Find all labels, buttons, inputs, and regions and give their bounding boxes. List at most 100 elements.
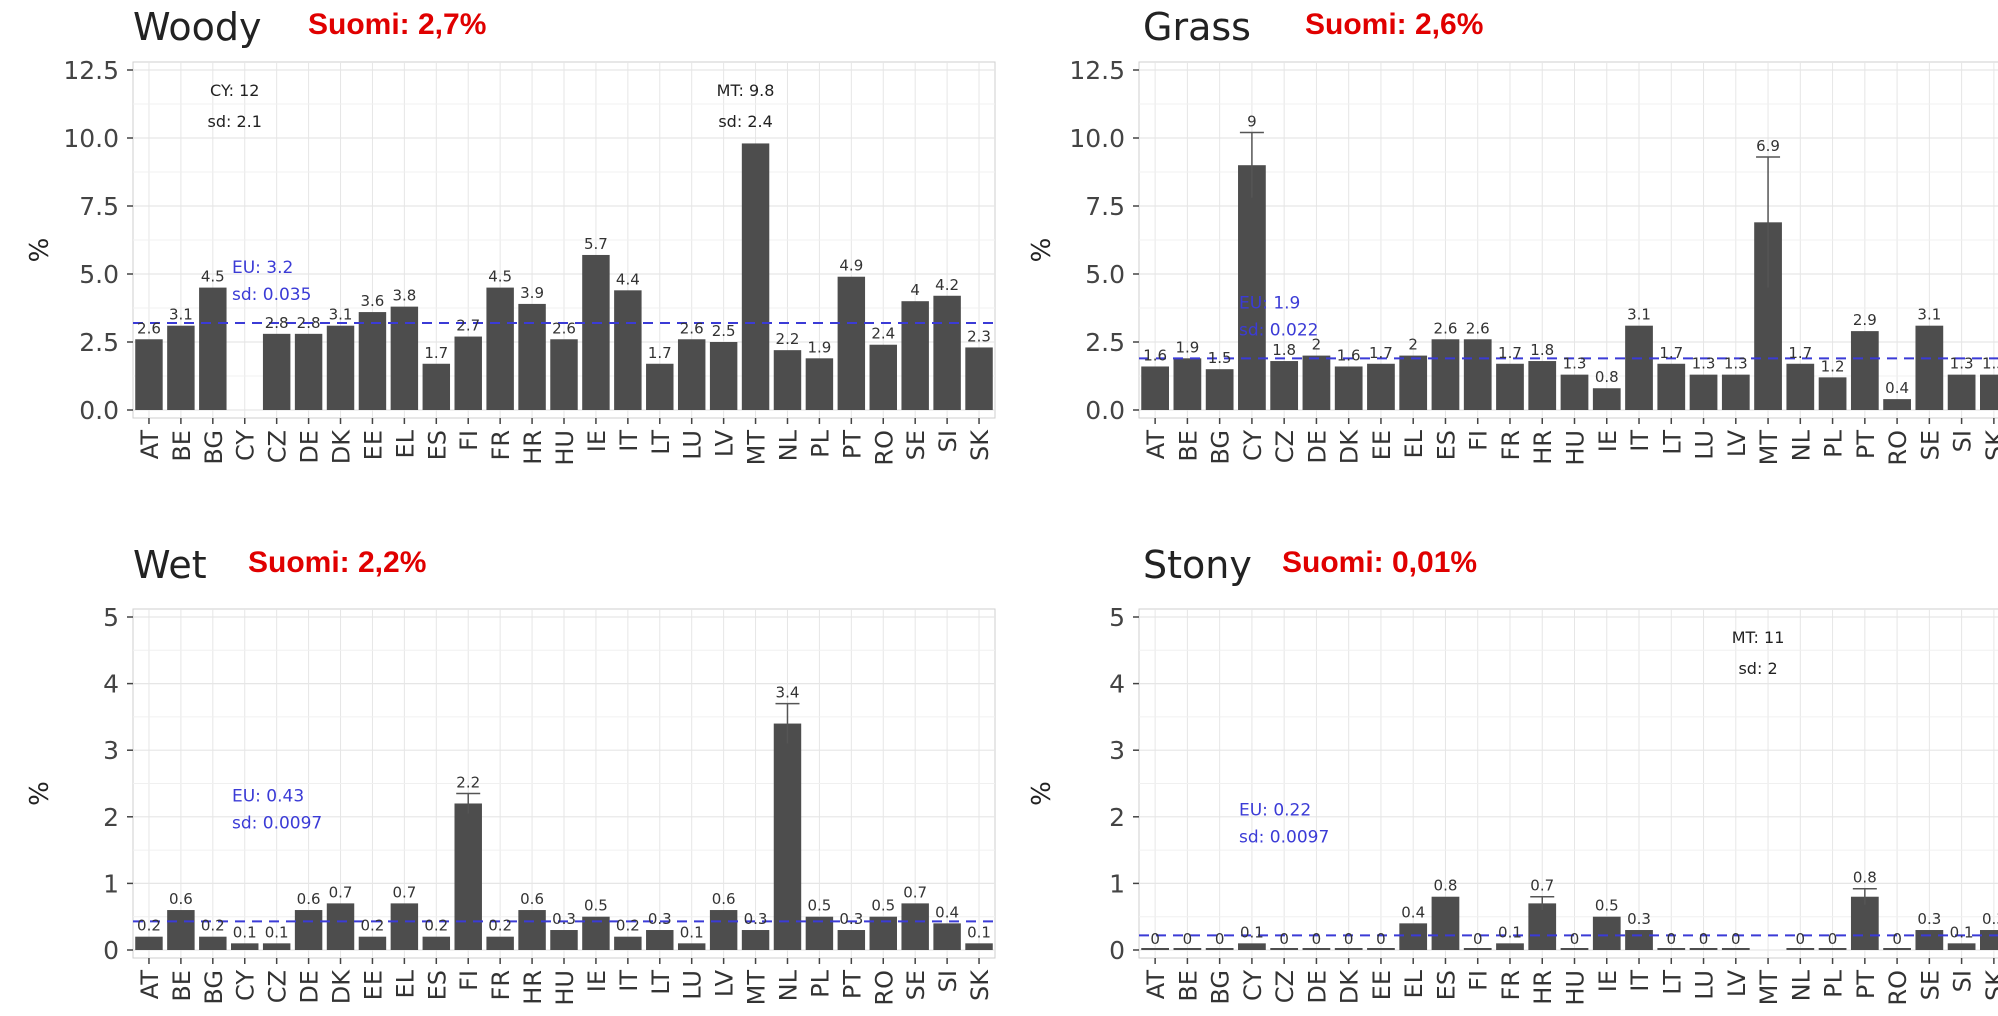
- chart-panel-stony: Stony Suomi: 0,01%% 0 1 2 3 4 5 EU: 0.22 sd: 0.00…: [1027, 543, 1998, 1006]
- data-label: 0: [1183, 930, 1193, 948]
- chart-title: Wet: [133, 543, 207, 587]
- chart-panel-wet: Wet Suomi: 2,2%% 0 1 2 3 4 5 EU: 0.43 sd: 0.0097 0…: [25, 543, 996, 1006]
- x-tick-label: DE: [296, 970, 324, 1004]
- x-tick-label: NL: [1787, 969, 1815, 1001]
- data-label: 0: [1667, 930, 1677, 948]
- bar-ro: [869, 344, 897, 410]
- x-tick-label: MT: [743, 430, 771, 466]
- data-label: 0.1: [1950, 923, 1974, 941]
- data-label: 1.2: [1821, 357, 1845, 375]
- data-label: 1.3: [1982, 355, 1998, 373]
- bar-pl: [1818, 377, 1847, 410]
- bar-lv: [1721, 374, 1750, 410]
- y-tick-label: 12.5: [63, 56, 119, 85]
- bar-el: [1399, 923, 1428, 950]
- x-tick-label: ES: [423, 430, 451, 460]
- chart-panel-grass: Grass Suomi: 2,6%% 0.0 2.5 5.0 7.5 10.0 12.5 EU:…: [1027, 5, 1998, 466]
- bar-hu: [550, 339, 578, 410]
- bar-mt: [741, 930, 770, 950]
- x-tick-label: SI: [1949, 430, 1977, 452]
- data-label: 1.3: [1563, 355, 1587, 373]
- x-tick-label: BE: [168, 970, 196, 1002]
- bar-ee: [1367, 363, 1395, 410]
- data-label: 0.3: [744, 910, 768, 928]
- x-tick-label: LV: [1723, 429, 1751, 457]
- outlier-note-sd: sd: 2: [1738, 659, 1777, 678]
- data-label: 0: [1279, 930, 1289, 948]
- bar-nl: [773, 350, 802, 410]
- y-axis-label: %: [25, 781, 55, 806]
- data-label: 0.5: [584, 897, 608, 915]
- x-tick-label: BG: [200, 430, 228, 465]
- bar-fi: [454, 803, 482, 950]
- bar-sk: [1979, 930, 1998, 950]
- y-axis-label: %: [1027, 781, 1057, 806]
- x-tick-label: CZ: [1271, 430, 1299, 463]
- data-label: 0.4: [1885, 379, 1909, 397]
- bar-de: [294, 333, 323, 410]
- data-label: 0.7: [329, 883, 353, 901]
- x-tick-label: CY: [1239, 970, 1267, 1001]
- bar-fr: [486, 936, 514, 950]
- x-tick-label: SK: [1981, 969, 1998, 1001]
- data-label: 1.3: [1692, 355, 1716, 373]
- data-label: 1.7: [1788, 344, 1812, 362]
- bar-lv: [1721, 948, 1750, 950]
- bar-fi: [1463, 948, 1492, 950]
- data-label: 0.3: [1917, 910, 1941, 928]
- x-tick-label: AT: [1142, 970, 1170, 1000]
- bar-hr: [518, 303, 546, 410]
- data-label: 1.3: [1724, 355, 1748, 373]
- data-label: 0: [1215, 930, 1225, 948]
- data-label: 0.6: [520, 890, 544, 908]
- x-tick-label: EL: [391, 969, 419, 998]
- x-tick-label: LT: [1658, 970, 1686, 995]
- bar-ie: [1592, 916, 1621, 950]
- data-label: 1.7: [1498, 344, 1522, 362]
- x-tick-label: FR: [1497, 430, 1525, 460]
- chart-title: Grass: [1143, 5, 1251, 49]
- bar-pl: [805, 358, 834, 410]
- x-tick-label: MT: [1755, 430, 1783, 466]
- x-tick-label: FI: [1465, 970, 1493, 991]
- data-label: 0: [1828, 930, 1838, 948]
- chart-title: Stony: [1143, 543, 1252, 587]
- x-tick-label: SK: [1981, 429, 1998, 461]
- x-tick-label: IT: [615, 430, 643, 452]
- x-tick-label: AT: [136, 430, 164, 460]
- chart-title: Woody: [133, 5, 261, 49]
- x-tick-label: PL: [806, 429, 834, 457]
- data-label: 0.3: [839, 910, 863, 928]
- y-tick-label: 2.5: [79, 328, 119, 357]
- eu-sd-label: sd: 0.022: [1239, 320, 1318, 340]
- bar-ee: [358, 312, 387, 410]
- bar-se: [901, 301, 929, 410]
- data-label: 2: [1408, 336, 1418, 354]
- data-label: 0.3: [552, 910, 576, 928]
- x-tick-label: HR: [519, 430, 547, 465]
- data-label: 4.4: [616, 270, 640, 288]
- data-label: 4: [910, 281, 920, 299]
- data-label: 1.6: [1143, 346, 1167, 364]
- eu-sd-label: sd: 0.0097: [1239, 827, 1329, 847]
- bar-lu: [1689, 948, 1718, 950]
- x-tick-label: LT: [647, 430, 675, 455]
- y-tick-label: 1: [1109, 869, 1125, 898]
- data-label: 0.4: [1401, 903, 1425, 921]
- x-tick-label: DE: [1303, 970, 1331, 1004]
- y-tick-label: 10.0: [63, 124, 119, 153]
- data-label: 3.8: [392, 287, 416, 305]
- x-tick-label: PL: [1820, 969, 1848, 997]
- bar-dk: [1334, 366, 1363, 410]
- data-label: 2.5: [712, 322, 736, 340]
- y-tick-label: 5: [103, 603, 119, 632]
- x-tick-label: FI: [455, 430, 483, 451]
- bar-at: [135, 936, 163, 950]
- x-tick-label: CY: [1239, 430, 1267, 461]
- x-tick-label: EE: [359, 430, 387, 460]
- x-tick-label: SI: [934, 970, 962, 992]
- x-tick-label: SE: [902, 970, 930, 1000]
- data-label: 0.2: [488, 917, 512, 935]
- bar-es: [1431, 339, 1460, 410]
- data-label: 0.5: [1595, 897, 1619, 915]
